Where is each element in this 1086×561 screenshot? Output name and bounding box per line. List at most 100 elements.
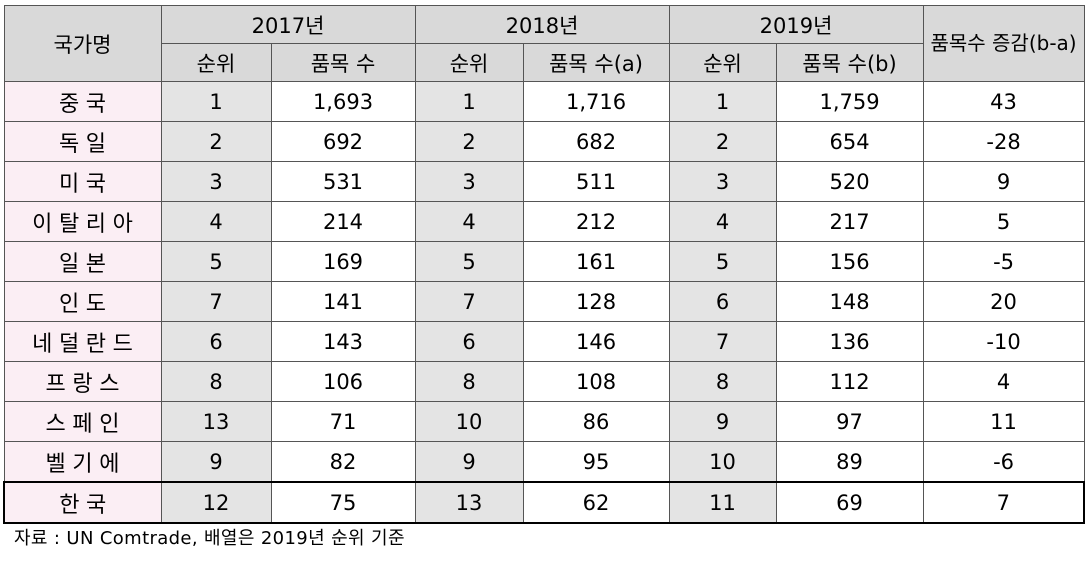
table-head: 국가명 2017년 2018년 2019년 품목수 증감(b-a) 순위 품목 수… — [3, 5, 1085, 82]
country-cell: 프랑스 — [3, 361, 162, 402]
rank-cell: 9 — [414, 441, 524, 483]
year-header: 2019년 — [668, 5, 924, 44]
rank-cell: 13 — [160, 401, 272, 442]
table-body: 중국 1 1,693 1 1,716 1 1,759 43 독일 2 692 2 682 2 654 -28 미… — [3, 81, 1086, 524]
subheader: 순위 — [160, 43, 272, 82]
rank-cell: 2 — [414, 121, 524, 162]
rank-cell: 6 — [414, 321, 524, 362]
table-row: 일본 5 169 5 161 5 156 -5 — [3, 241, 1085, 282]
subheader: 품목 수 — [270, 43, 416, 82]
table-row: 인도 7 141 7 128 6 148 20 — [3, 281, 1085, 322]
change-cell: 20 — [922, 281, 1085, 322]
source-note: 자료 : UN Comtrade, 배열은 2019년 순위 기준 — [14, 528, 405, 549]
count-cell: 212 — [522, 201, 670, 242]
change-cell: 9 — [922, 161, 1085, 202]
count-cell: 520 — [775, 161, 924, 202]
count-cell: 143 — [270, 321, 416, 362]
country-header: 국가명 — [3, 5, 162, 82]
rank-cell: 4 — [160, 201, 272, 242]
country-cell: 독일 — [3, 121, 162, 162]
count-cell: 1,759 — [775, 81, 924, 122]
count-cell: 141 — [270, 281, 416, 322]
count-cell: 97 — [775, 401, 924, 442]
change-cell: 7 — [922, 481, 1086, 524]
change-cell: 4 — [922, 361, 1085, 402]
rank-cell: 6 — [160, 321, 272, 362]
rank-cell: 9 — [668, 401, 777, 442]
subheader-row: 순위 품목 수 순위 품목 수(a) 순위 품목 수(b) — [4, 43, 1084, 82]
table-row: 독일 2 692 2 682 2 654 -28 — [3, 121, 1085, 162]
rank-cell: 2 — [668, 121, 777, 162]
table-row: 미국 3 531 3 511 3 520 9 — [3, 161, 1085, 202]
count-cell: 1,716 — [522, 81, 670, 122]
count-cell: 106 — [270, 361, 416, 402]
rank-cell: 9 — [160, 441, 272, 483]
count-cell: 214 — [270, 201, 416, 242]
count-cell: 1,693 — [270, 81, 416, 122]
count-cell: 62 — [522, 481, 670, 524]
rank-cell: 5 — [160, 241, 272, 282]
count-cell: 531 — [270, 161, 416, 202]
change-cell: -10 — [922, 321, 1085, 362]
table: 국가명 2017년 2018년 2019년 품목수 증감(b-a) 순위 품목 수… — [3, 5, 1086, 524]
change-cell: 43 — [922, 81, 1085, 122]
count-cell: 112 — [775, 361, 924, 402]
rank-cell: 7 — [160, 281, 272, 322]
country-cell: 벨기에 — [3, 441, 162, 483]
rank-cell: 4 — [668, 201, 777, 242]
count-cell: 86 — [522, 401, 670, 442]
table-row: 중국 1 1,693 1 1,716 1 1,759 43 — [3, 81, 1085, 122]
count-cell: 82 — [270, 441, 416, 483]
count-cell: 217 — [775, 201, 924, 242]
change-cell: -28 — [922, 121, 1085, 162]
table-row: 이탈리아 4 214 4 212 4 217 5 — [3, 201, 1085, 242]
subheader: 순위 — [668, 43, 777, 82]
rank-cell: 10 — [668, 441, 777, 483]
rank-cell: 3 — [160, 161, 272, 202]
table-wrap: 국가명 2017년 2018년 2019년 품목수 증감(b-a) 순위 품목 수… — [3, 5, 1086, 524]
rank-cell: 12 — [160, 481, 272, 524]
table-row: 벨기에 9 82 9 95 10 89 -6 — [3, 441, 1085, 483]
count-cell: 511 — [522, 161, 670, 202]
header-row: 국가명 2017년 2018년 2019년 품목수 증감(b-a) — [3, 5, 1085, 82]
table-row: 네덜란드 6 143 6 146 7 136 -10 — [3, 321, 1085, 362]
table-row: 프랑스 8 106 8 108 8 112 4 — [3, 361, 1085, 402]
count-cell: 136 — [775, 321, 924, 362]
rank-cell: 11 — [668, 481, 777, 524]
rank-cell: 1 — [668, 81, 777, 122]
rank-cell: 13 — [414, 481, 524, 524]
count-cell: 654 — [775, 121, 924, 162]
country-cell: 미국 — [3, 161, 162, 202]
count-cell: 156 — [775, 241, 924, 282]
rank-cell: 5 — [414, 241, 524, 282]
count-cell: 161 — [522, 241, 670, 282]
year-header: 2017년 — [160, 5, 416, 44]
count-cell: 146 — [522, 321, 670, 362]
count-cell: 682 — [522, 121, 670, 162]
subheader: 품목 수(a) — [522, 43, 670, 82]
country-cell: 일본 — [3, 241, 162, 282]
country-cell: 이탈리아 — [3, 201, 162, 242]
change-cell: 5 — [922, 201, 1085, 242]
change-cell: -5 — [922, 241, 1085, 282]
subheader: 순위 — [414, 43, 524, 82]
rank-cell: 4 — [414, 201, 524, 242]
count-cell: 89 — [775, 441, 924, 483]
table-row: 한국 12 75 13 62 11 69 7 — [3, 481, 1086, 524]
rank-cell: 10 — [414, 401, 524, 442]
country-cell: 한국 — [3, 481, 162, 524]
count-cell: 148 — [775, 281, 924, 322]
table-row: 스페인 13 71 10 86 9 97 11 — [3, 401, 1085, 442]
rank-cell: 8 — [668, 361, 777, 402]
rank-cell: 8 — [414, 361, 524, 402]
count-cell: 75 — [270, 481, 416, 524]
rank-cell: 1 — [414, 81, 524, 122]
country-cell: 스페인 — [3, 401, 162, 442]
count-cell: 692 — [270, 121, 416, 162]
count-cell: 128 — [522, 281, 670, 322]
change-header: 품목수 증감(b-a) — [922, 5, 1085, 82]
year-header: 2018년 — [414, 5, 670, 44]
change-cell: -6 — [922, 441, 1085, 483]
rank-cell: 5 — [668, 241, 777, 282]
